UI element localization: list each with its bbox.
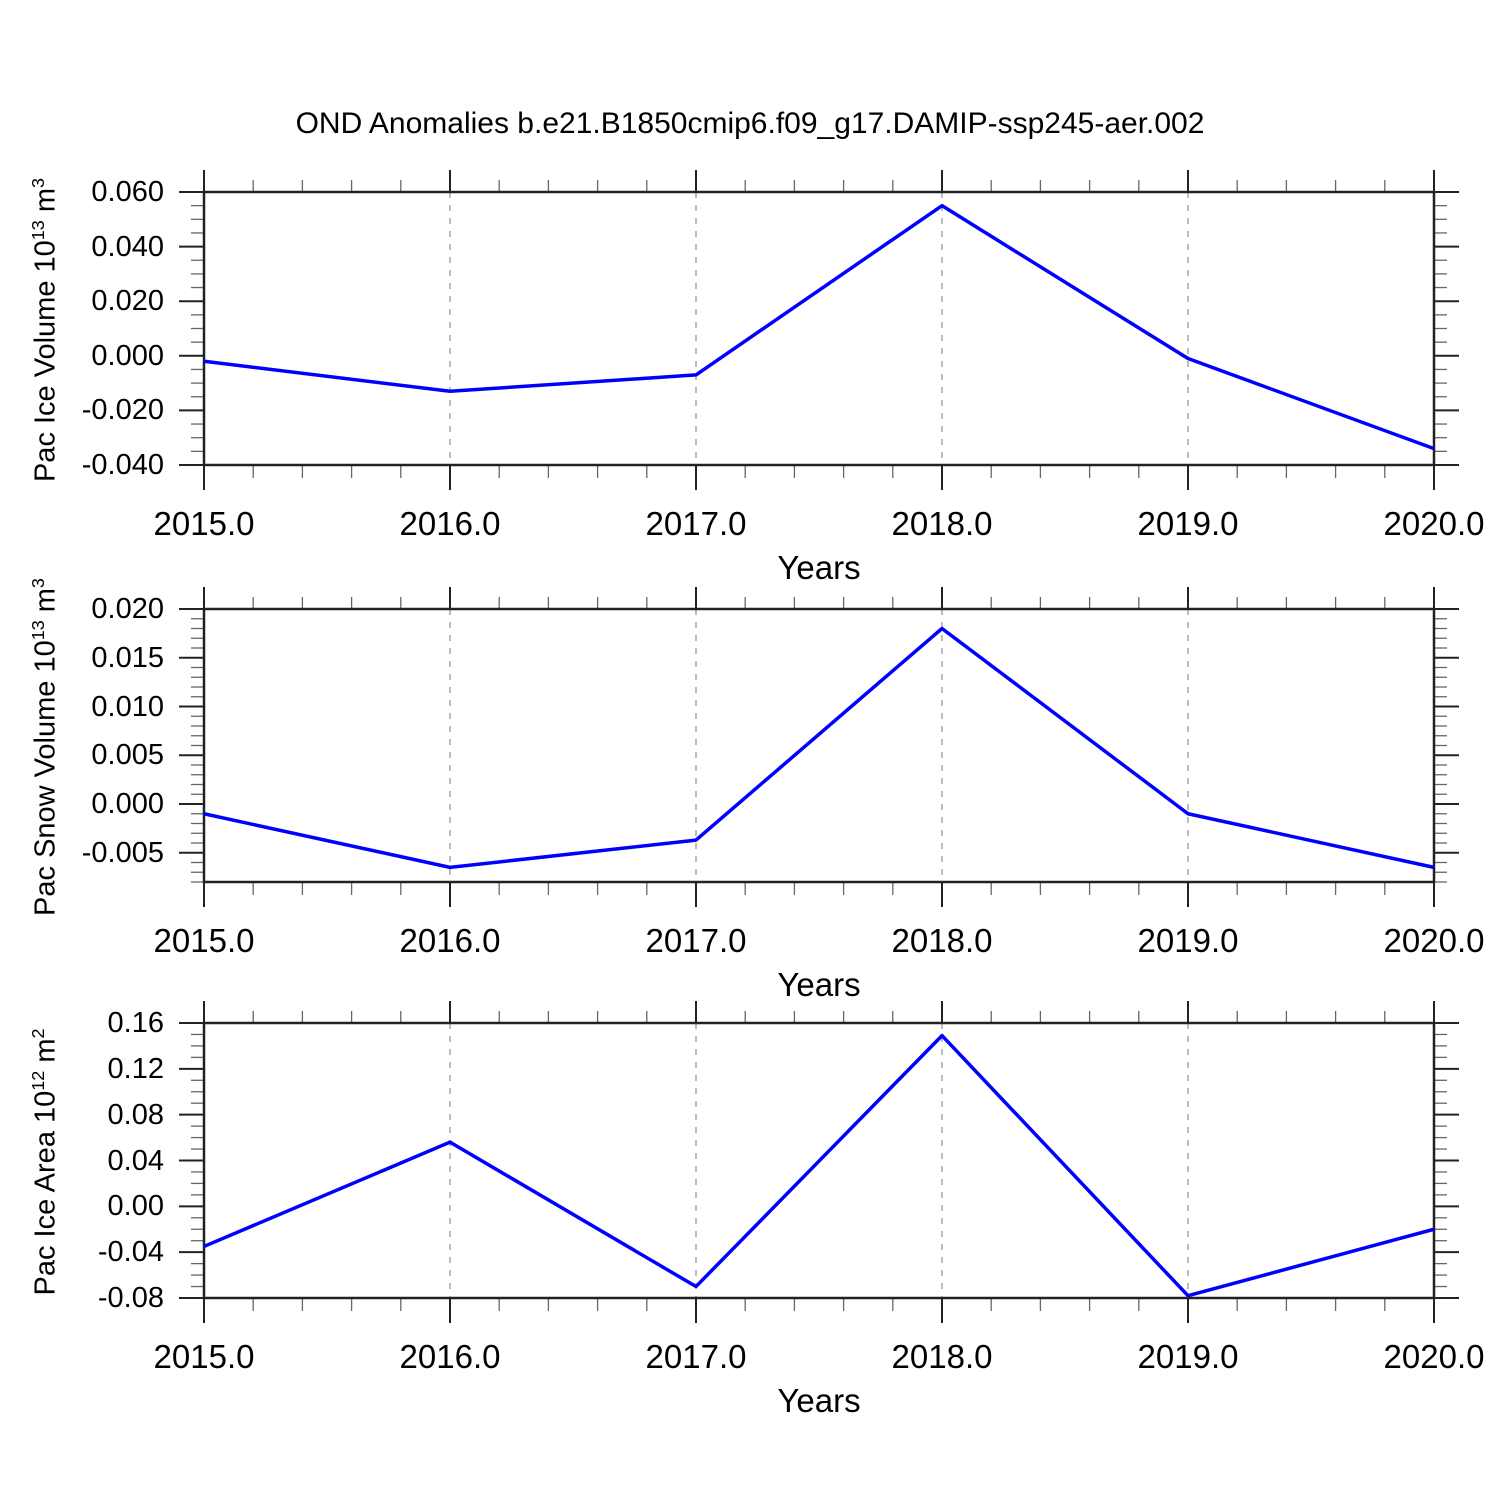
y-tick-label: 0.060 xyxy=(91,176,164,208)
x-tick-label: 2017.0 xyxy=(645,505,747,542)
x-tick-label: 2015.0 xyxy=(153,1338,255,1375)
y-tick-label: 0.16 xyxy=(107,1007,164,1039)
y-axis-label-unit-exponent: 3 xyxy=(28,578,48,589)
data-line-panel-2 xyxy=(203,626,1435,870)
x-tick-label: 2017.0 xyxy=(645,1338,747,1375)
y-tick-label: -0.04 xyxy=(97,1236,164,1269)
x-tick-label: 2016.0 xyxy=(399,922,501,959)
y-tick-label: 0.00 xyxy=(107,1190,164,1223)
plot-frame xyxy=(202,607,1436,884)
x-axis-label-years-panel-3: Years xyxy=(777,1382,861,1419)
x-tick-label: 2018.0 xyxy=(891,505,993,542)
x-tick-label: 2020.0 xyxy=(1383,1338,1485,1375)
y-tick-label: 0.000 xyxy=(91,339,164,372)
y-tick-label: 0.010 xyxy=(91,690,164,723)
y-axis-label-text: Pac Snow Volume 10 xyxy=(29,640,62,916)
y-tick-label: 0.020 xyxy=(91,285,164,318)
y-tick-label: 0.04 xyxy=(107,1144,164,1177)
plot-frame xyxy=(202,190,1436,467)
x-tick-label: 2015.0 xyxy=(153,922,255,959)
y-tick-label: 0.08 xyxy=(107,1098,164,1131)
y-tick-label: 0.12 xyxy=(107,1052,164,1085)
x-tick-label: 2018.0 xyxy=(891,1338,993,1375)
y-tick-label: -0.005 xyxy=(81,836,164,869)
x-tick-label: 2020.0 xyxy=(1383,922,1485,959)
x-tick-label: 2019.0 xyxy=(1137,922,1239,959)
y-tick-label: -0.08 xyxy=(97,1282,164,1314)
y-tick-label: -0.020 xyxy=(81,394,164,427)
y-tick-label: -0.040 xyxy=(81,449,164,481)
y-tick-label: 0.015 xyxy=(91,641,164,674)
data-line-panel-3 xyxy=(203,1033,1435,1298)
x-tick-label: 2018.0 xyxy=(891,922,993,959)
x-tick-label: 2019.0 xyxy=(1137,1338,1239,1375)
x-tick-label: 2015.0 xyxy=(153,505,255,542)
x-axis-label-years-panel-2: Years xyxy=(777,966,861,1003)
x-axis-label-years-panel-1: Years xyxy=(777,549,861,586)
y-tick-label: 0.005 xyxy=(91,739,164,772)
data-line-panel-1 xyxy=(203,203,1435,451)
y-tick-label: 0.000 xyxy=(91,788,164,820)
y-tick-label: 0.020 xyxy=(91,593,164,625)
x-tick-label: 2017.0 xyxy=(645,922,747,959)
x-tick-label: 2016.0 xyxy=(399,1338,501,1375)
x-tick-label: 2016.0 xyxy=(399,505,501,542)
plot-frame xyxy=(202,1021,1436,1300)
x-tick-label: 2020.0 xyxy=(1383,505,1485,542)
y-tick-label: 0.040 xyxy=(91,230,164,263)
chart-title: OND Anomalies b.e21.B1850cmip6.f09_g17.D… xyxy=(295,107,1205,140)
x-tick-label: 2019.0 xyxy=(1137,505,1239,542)
